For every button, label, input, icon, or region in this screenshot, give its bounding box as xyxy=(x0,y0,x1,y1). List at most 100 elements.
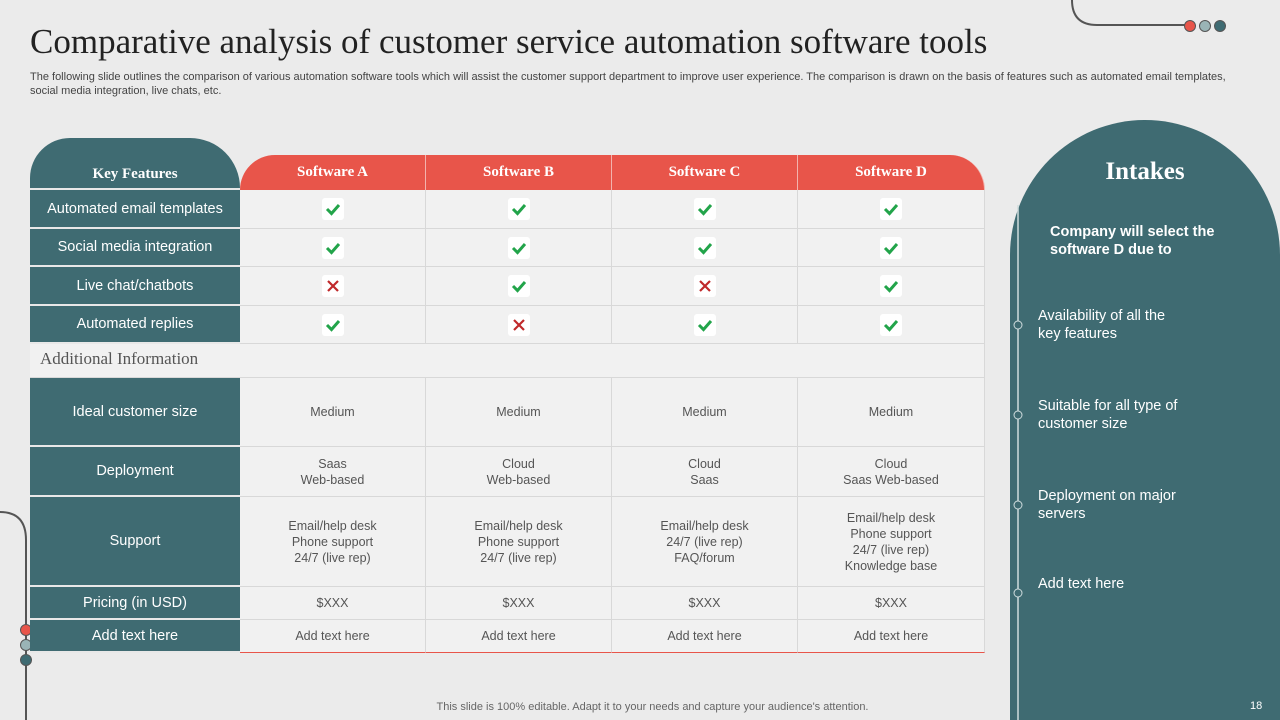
table-cell: Saas Web-based xyxy=(240,447,426,497)
header-cell: Software A xyxy=(240,155,426,190)
table-cell: Medium xyxy=(798,378,985,447)
table-cell xyxy=(426,267,612,306)
table-cell: Email/help desk Phone support 24/7 (live r… xyxy=(798,497,985,587)
cell-line: Email/help desk xyxy=(660,518,749,533)
cross-icon xyxy=(507,313,530,336)
intake-item: Suitable for all type of customer size xyxy=(1038,398,1178,432)
header-cell: Software C xyxy=(612,155,798,190)
table-cell xyxy=(612,267,798,306)
title: Comparative analysis of customer service… xyxy=(30,22,988,61)
page-number: 18 xyxy=(1250,700,1263,712)
cell-line: Email/help desk xyxy=(288,518,377,533)
table-cell: Medium xyxy=(240,378,426,447)
intake-item: Availability of all the key features xyxy=(1038,308,1166,342)
table-cell xyxy=(612,306,798,344)
table-cell xyxy=(798,267,985,306)
timeline xyxy=(1013,205,1023,720)
check-icon xyxy=(507,236,530,259)
table-cell: Cloud Saas Web-based xyxy=(798,447,985,497)
cell-line: Cloud xyxy=(502,456,535,471)
cell-line: Phone support xyxy=(477,534,560,549)
table-cell xyxy=(426,306,612,344)
table-cell: Add text here xyxy=(240,620,426,653)
cell-line: Web-based xyxy=(486,472,551,487)
table-cell: $XXX xyxy=(426,587,612,620)
cell-line: Phone support xyxy=(291,534,374,549)
check-icon xyxy=(880,236,902,259)
check-icon xyxy=(693,236,716,259)
table-cell: Cloud Web-based xyxy=(426,447,612,497)
check-icon xyxy=(321,236,344,259)
table-cell xyxy=(798,229,985,267)
header-cell: Software D xyxy=(798,155,985,190)
table-cell: Email/help desk Phone support 24/7 (live r… xyxy=(240,497,426,587)
row-label: Automated replies xyxy=(30,306,240,344)
check-icon xyxy=(507,198,530,220)
cell-line: $XXX xyxy=(875,596,907,610)
cell-line: Add text here xyxy=(481,629,556,643)
cell-line: Add text here xyxy=(667,629,742,643)
table-cell: Email/help desk 24/7 (live rep) FAQ/forum xyxy=(612,497,798,587)
check-icon xyxy=(321,198,344,220)
intake-item: Deployment on major servers xyxy=(1038,488,1176,522)
row-label: Support xyxy=(30,497,240,587)
subtitle: The following slide outlines the compari… xyxy=(30,71,1226,97)
table-cell: Medium xyxy=(426,378,612,447)
check-icon xyxy=(880,313,902,336)
table-cell: $XXX xyxy=(798,587,985,620)
cell-line: Cloud xyxy=(688,456,721,471)
table-cell xyxy=(612,229,798,267)
cell-line: Knowledge base xyxy=(844,558,938,573)
row-label: Social media integration xyxy=(30,229,240,267)
timeline-dot xyxy=(1013,500,1023,510)
footer: This slide is 100% editable. Adapt it to… xyxy=(436,701,869,713)
intakes-title: Intakes xyxy=(1105,158,1185,185)
table-cell: Add text here xyxy=(612,620,798,653)
cell-line: Email/help desk xyxy=(474,518,563,533)
timeline-dot xyxy=(1013,588,1023,598)
table-cell: $XXX xyxy=(240,587,426,620)
timeline-dot xyxy=(1013,410,1023,420)
cell-line: Add text here xyxy=(295,629,370,643)
intakes-heading: Company will select the software D due t… xyxy=(1050,224,1215,258)
table-cell: Medium xyxy=(612,378,798,447)
check-icon xyxy=(880,198,902,220)
table-cell xyxy=(426,190,612,229)
cell-line: Saas xyxy=(318,456,347,471)
table-cell xyxy=(240,229,426,267)
cross-icon xyxy=(321,275,344,297)
check-icon xyxy=(321,313,344,336)
cell-line: Medium xyxy=(868,405,914,419)
table-cell: Add text here xyxy=(798,620,985,653)
table-cell xyxy=(798,306,985,344)
cross-icon xyxy=(693,275,716,297)
row-label: Pricing (in USD) xyxy=(30,587,240,620)
header-cell: Key Features xyxy=(30,138,240,190)
cell-line: Medium xyxy=(496,405,541,419)
cell-line: Email/help desk xyxy=(846,510,936,525)
cell-line: Medium xyxy=(682,405,727,419)
check-icon xyxy=(507,275,530,297)
check-icon xyxy=(880,275,902,297)
row-label: Ideal customer size xyxy=(30,378,240,447)
cell-line: Saas Web-based xyxy=(843,472,939,487)
check-icon xyxy=(693,198,716,220)
cell-line: Phone support xyxy=(850,526,932,541)
table-cell xyxy=(612,190,798,229)
cell-line: FAQ/forum xyxy=(674,550,735,565)
intake-item: Add text here xyxy=(1038,576,1125,592)
cell-line: Web-based xyxy=(300,472,365,487)
row-label: Live chat/chatbots xyxy=(30,267,240,306)
cell-line: $XXX xyxy=(502,596,535,610)
cell-line: $XXX xyxy=(316,596,349,610)
row-label: Automated email templates xyxy=(30,190,240,229)
table-cell xyxy=(240,267,426,306)
header-cell: Software B xyxy=(426,155,612,190)
timeline-dot xyxy=(1013,320,1023,330)
cell-line: 24/7 (live rep) xyxy=(480,550,557,565)
table-cell: Cloud Saas xyxy=(612,447,798,497)
table-cell xyxy=(798,190,985,229)
row-label: Deployment xyxy=(30,447,240,497)
